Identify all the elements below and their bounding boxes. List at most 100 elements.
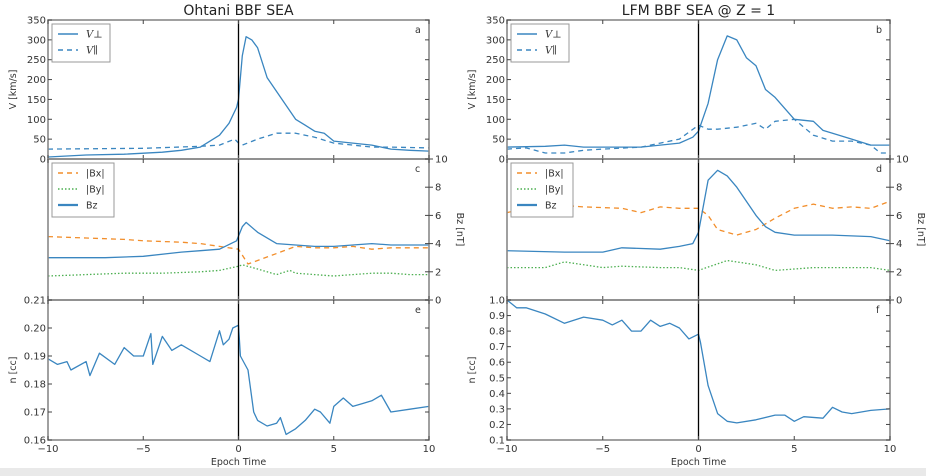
legend-entry: |By| [545, 185, 564, 196]
y-tick-label-right: 6 [435, 211, 441, 222]
y-tick-label: 0 [40, 155, 46, 166]
y-tick-label-right: 2 [896, 267, 902, 278]
y-tick-label: 0.5 [489, 373, 505, 384]
legend-entry: Bz [545, 201, 557, 212]
x-tick-label: 0 [235, 444, 241, 455]
series-line-V-1 [47, 132, 430, 150]
y-tick-label: 250 [27, 55, 46, 66]
y-tick-label: 50 [33, 135, 46, 146]
series-line-V-1 [506, 118, 890, 154]
y-tick-label-right: 2 [435, 267, 441, 278]
y-tick-label-right: 0 [896, 296, 902, 307]
legend-entry: V∥ [86, 45, 98, 57]
y-tick-label-right: 8 [435, 183, 441, 194]
y-tick-label: 0.6 [489, 358, 505, 369]
panel-label: a [415, 25, 421, 36]
y-tick-label: 150 [486, 95, 505, 106]
y-tick-label: 300 [27, 35, 46, 46]
column-title: Ohtani BBF SEA [183, 3, 294, 19]
y-tick-label-right: 4 [896, 239, 902, 250]
legend-box [51, 23, 111, 63]
legend-box [510, 23, 570, 63]
x-tick-label: −5 [595, 444, 610, 455]
panel-label: d [876, 164, 882, 175]
x-tick-label: 5 [331, 444, 337, 455]
series-line-V-0 [506, 35, 890, 148]
x-tick-label: −5 [136, 444, 151, 455]
y-tick-label: 300 [486, 35, 505, 46]
panel-c: 0 2 4 6 8 10 Bz [nT] c |Bx| |By| Bz [47, 155, 465, 307]
y-tick-label: 350 [486, 16, 505, 27]
x-tick-label: −10 [496, 444, 517, 455]
panel-label: b [876, 25, 882, 36]
legend: V⊥ V∥ [510, 23, 570, 63]
y-tick-label: 0.16 [24, 436, 46, 447]
y-tick-label-right: 8 [896, 183, 902, 194]
legend-entry: Bz [86, 201, 98, 212]
panel-label: e [415, 305, 421, 316]
y-tick-label: 350 [27, 16, 46, 27]
y-tick-label: 0.17 [24, 408, 46, 419]
y-tick-label: 0.20 [24, 324, 46, 335]
y-tick-label: 100 [486, 115, 505, 126]
y-tick-label: 0.8 [489, 327, 505, 338]
y-axis-label: V [km/s] [8, 70, 19, 110]
y-tick-label: 150 [27, 95, 46, 106]
y-tick-label-right: 4 [435, 239, 441, 250]
x-axis-label: Epoch Time [211, 457, 267, 468]
legend: V⊥ V∥ [51, 23, 111, 63]
y-axis-label: V [km/s] [467, 70, 478, 110]
y-tick-label-right: 10 [435, 155, 448, 166]
panel-label: f [876, 305, 880, 316]
x-tick-label: 5 [791, 444, 797, 455]
y-axis-label: n [cc] [8, 357, 19, 384]
legend-entry: V⊥ [86, 30, 103, 41]
y-tick-label: 100 [27, 115, 46, 126]
y-tick-label-right: 6 [896, 211, 902, 222]
legend: |Bx| |By| Bz [510, 162, 574, 218]
series-line-Bz-2 [506, 169, 891, 253]
series-line-By-1 [507, 259, 891, 272]
x-tick-label: −10 [37, 444, 58, 455]
y-tick-label: 0.18 [24, 380, 46, 391]
x-tick-label: 0 [695, 444, 701, 455]
x-axis-label: Epoch Time [671, 457, 727, 468]
legend-entry: |Bx| [86, 169, 105, 180]
legend-box [510, 162, 574, 218]
y-tick-label: 200 [486, 75, 505, 86]
bottom-strip [0, 468, 926, 476]
y-tick-label: 0.3 [489, 404, 505, 415]
y-tick-label: 0 [499, 155, 505, 166]
x-tick-label: 10 [884, 444, 897, 455]
y-tick-label: 0.9 [489, 311, 505, 322]
panel-label: c [415, 164, 420, 175]
panel-b: 0 50 100 150 200 250 300 350 V [km/s] LFM BBF SEA… [467, 3, 891, 166]
y-tick-label: 0.2 [489, 420, 505, 431]
panel-f: −10 −5 0 5 10 0.1 0.2 0.3 0.4 0.5 0.6 0.7 0.8 0.9 1.0 n… [467, 296, 896, 469]
y-tick-label-right: 0 [435, 296, 441, 307]
legend-entry: |By| [86, 185, 105, 196]
y-tick-label: 0.4 [489, 389, 505, 400]
column-title: LFM BBF SEA @ Z = 1 [622, 3, 775, 19]
legend: |Bx| |By| Bz [51, 162, 115, 218]
series-line-Bx-0 [47, 235, 429, 265]
legend-entry: V∥ [545, 45, 557, 57]
y-tick-label: 200 [27, 75, 46, 86]
y-tick-label: 50 [492, 135, 505, 146]
y-tick-label: 0.21 [24, 296, 46, 307]
y-tick-label: 250 [486, 55, 505, 66]
series-line-Bx-0 [506, 200, 891, 236]
panel-a: 0 50 100 150 200 250 300 350 V [km/s] Ohtani BBF … [8, 3, 430, 166]
panel-d: 0 2 4 6 8 10 Bz [nT] d |Bx| |By| Bz [506, 155, 926, 307]
legend-entry: V⊥ [545, 30, 562, 41]
y-tick-label: 0.1 [489, 436, 505, 447]
series-line-V-0 [47, 36, 430, 158]
legend-box [51, 162, 115, 218]
y-tick-label: 0.19 [24, 352, 46, 363]
y-axis-label-right: Bz [nT] [915, 213, 926, 247]
y-tick-label-right: 10 [896, 155, 909, 166]
legend-entry: |Bx| [545, 169, 564, 180]
y-axis-label-right: Bz [nT] [454, 213, 465, 247]
x-tick-label: 10 [423, 444, 436, 455]
